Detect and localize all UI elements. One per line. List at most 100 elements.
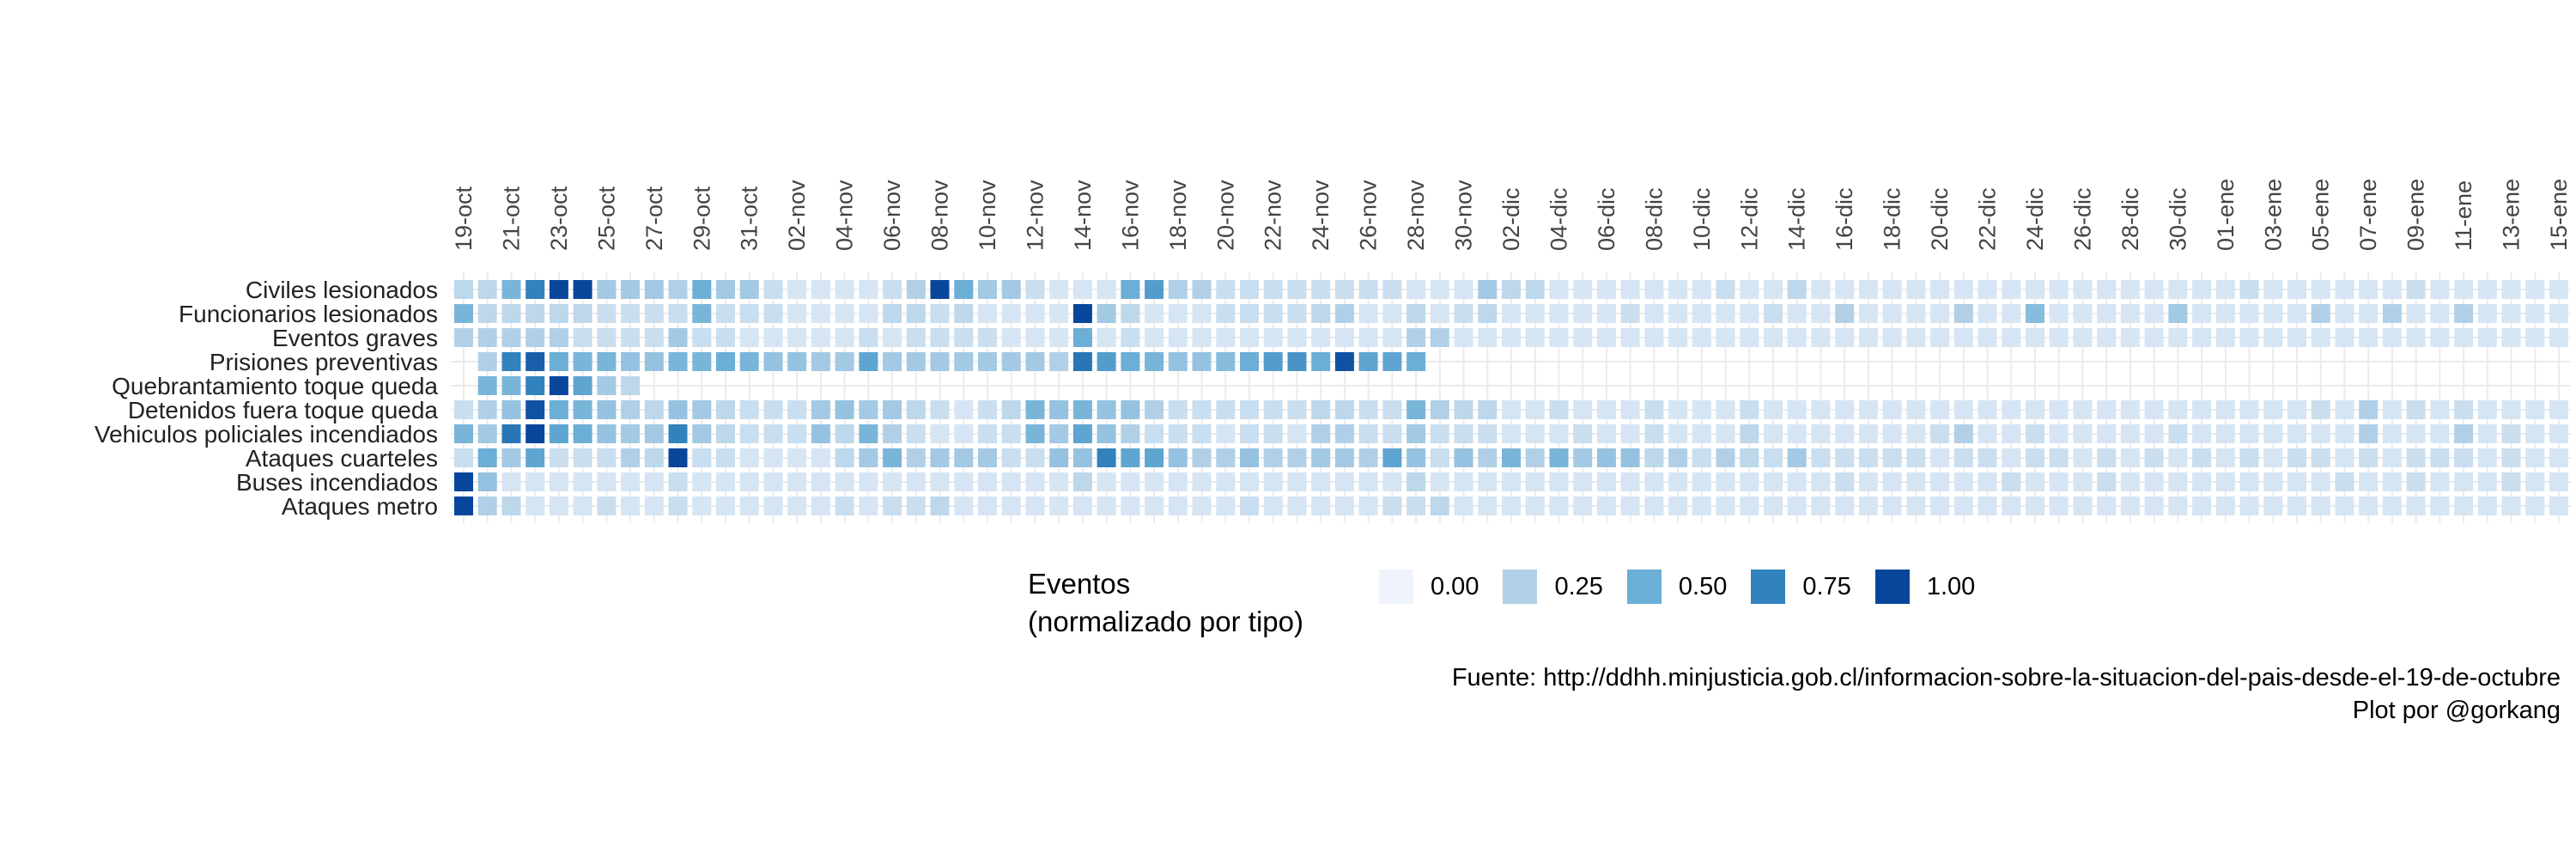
heatmap-cell (621, 400, 641, 419)
heatmap-cell (1072, 328, 1092, 347)
heatmap-cell (573, 448, 592, 467)
heatmap-cell (2549, 328, 2568, 347)
heatmap-cell (1454, 400, 1473, 419)
row-label: Vehiculos policiales incendiados (94, 421, 438, 448)
legend-item-1: 0.25 (1503, 570, 1603, 604)
heatmap-cell (2120, 424, 2140, 443)
heatmap-cell (2097, 497, 2117, 515)
heatmap-cell (1287, 424, 1307, 443)
heatmap-cell (573, 376, 592, 395)
heatmap-cell (1406, 424, 1426, 443)
heatmap-cell (954, 328, 974, 347)
heatmap-cell (2215, 448, 2235, 467)
heatmap-cell (1311, 328, 1331, 347)
x-tick-label: 24-nov (1308, 180, 1334, 251)
x-tick-label: 20-dic (1927, 187, 1953, 251)
legend-item-3: 0.75 (1751, 570, 1851, 604)
heatmap-cell (1835, 328, 1855, 347)
heatmap-cell (1787, 424, 1807, 443)
heatmap-cell (1358, 472, 1378, 491)
heatmap-cell (2049, 424, 2069, 443)
heatmap-cell (1240, 448, 1259, 467)
heatmap-cell (1263, 328, 1283, 347)
heatmap-cell (1382, 400, 1402, 419)
heatmap-cell (811, 352, 830, 371)
heatmap-cell (668, 400, 688, 419)
heatmap-cell (2335, 424, 2354, 443)
heatmap-cell (2406, 304, 2426, 323)
heatmap-cell (1835, 280, 1855, 299)
heatmap-cell (2168, 424, 2188, 443)
heatmap-cell (1858, 448, 1878, 467)
heatmap-cell (2454, 328, 2474, 347)
heatmap-cell (2477, 497, 2497, 515)
heatmap-cell (2073, 448, 2093, 467)
heatmap-cell (2549, 424, 2568, 443)
heatmap-cell (2144, 497, 2164, 515)
heatmap-cell (2144, 304, 2164, 323)
heatmap-cell (1168, 352, 1188, 371)
heatmap-cell (1001, 328, 1021, 347)
row-label: Civiles lesionados (246, 277, 438, 303)
heatmap-cell (1311, 400, 1331, 419)
heatmap-cell (692, 352, 712, 371)
heatmap-cell (1263, 448, 1283, 467)
heatmap-cell (1240, 400, 1259, 419)
heatmap-cell (2454, 472, 2474, 491)
heatmap-cell (1192, 352, 1212, 371)
heatmap-cell (1953, 304, 1973, 323)
x-tick-label: 14-nov (1070, 180, 1096, 251)
heatmap-cell (1906, 448, 1926, 467)
heatmap-cell (1406, 472, 1426, 491)
heatmap-cell (597, 304, 617, 323)
heatmap-cell (2311, 304, 2330, 323)
heatmap-cell (2406, 424, 2426, 443)
heatmap-cell (906, 424, 926, 443)
heatmap-cell (2454, 448, 2474, 467)
heatmap-cell (2049, 400, 2069, 419)
heatmap-cell (2311, 448, 2330, 467)
heatmap-cell (859, 448, 878, 467)
heatmap-cell (2501, 448, 2521, 467)
heatmap-cell (477, 280, 497, 299)
heatmap-cell (2382, 400, 2402, 419)
heatmap-cell (1121, 352, 1140, 371)
heatmap-cell (1787, 280, 1807, 299)
heatmap-cell (1525, 304, 1545, 323)
heatmap-cell (978, 472, 997, 491)
heatmap-cell (1263, 497, 1283, 515)
heatmap-cell (2263, 448, 2283, 467)
heatmap-cell (1311, 472, 1331, 491)
heatmap-cell (1525, 448, 1545, 467)
heatmap-cell (1478, 400, 1498, 419)
heatmap-cell (1716, 304, 1735, 323)
heatmap-cell (1978, 280, 1997, 299)
heatmap-cell (2168, 328, 2188, 347)
heatmap-cell (2287, 448, 2306, 467)
heatmap-cell (526, 304, 545, 323)
heatmap-cell (1620, 304, 1640, 323)
heatmap-cell (2359, 497, 2379, 515)
heatmap-cell (716, 497, 735, 515)
legend-item-0: 0.00 (1379, 570, 1479, 604)
heatmap-cell (1382, 472, 1402, 491)
heatmap-cell (1549, 472, 1569, 491)
heatmap-cell (1430, 328, 1449, 347)
heatmap-cell (1644, 497, 1664, 515)
heatmap-cell (549, 472, 568, 491)
heatmap-cell (597, 472, 617, 491)
heatmap-cell (1049, 328, 1069, 347)
heatmap-cell (1787, 448, 1807, 467)
heatmap-cell (621, 352, 641, 371)
heatmap-cell (1168, 424, 1188, 443)
heatmap-cell (668, 304, 688, 323)
heatmap-cell (1072, 352, 1092, 371)
heatmap-cell (2335, 400, 2354, 419)
heatmap-cell (1882, 497, 1902, 515)
heatmap-cell (573, 328, 592, 347)
heatmap-cell (859, 472, 878, 491)
heatmap-cell (2239, 328, 2259, 347)
legend-key-1 (1503, 570, 1538, 604)
heatmap-cell (930, 328, 950, 347)
